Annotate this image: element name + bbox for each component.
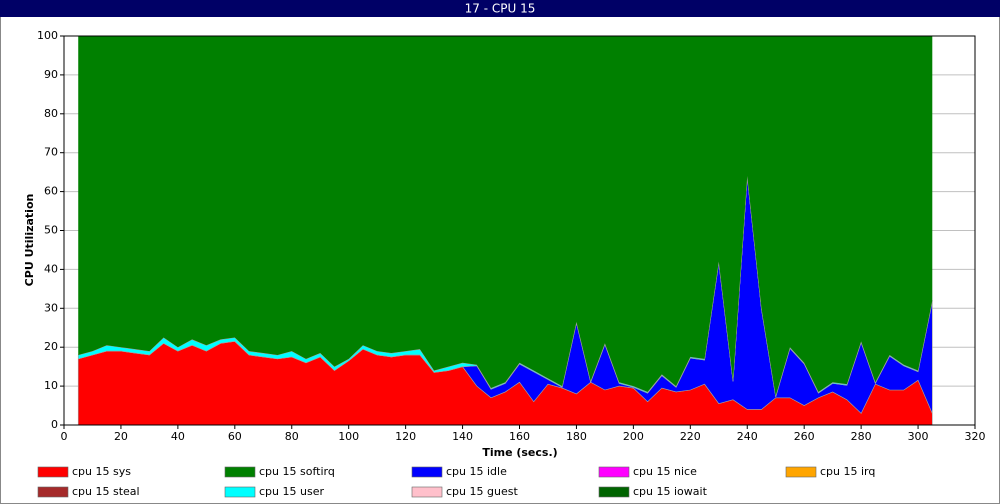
x-tick-label: 180 bbox=[566, 430, 587, 443]
title-bar bbox=[0, 0, 1000, 17]
legend-label: cpu 15 idle bbox=[446, 465, 507, 478]
x-tick-label: 260 bbox=[794, 430, 815, 443]
x-tick-label: 140 bbox=[452, 430, 473, 443]
y-tick-label: 30 bbox=[44, 301, 58, 314]
y-axis-label: CPU Utilization bbox=[23, 194, 36, 287]
legend-swatch bbox=[37, 466, 69, 478]
y-tick-label: 10 bbox=[44, 379, 58, 392]
y-tick-label: 80 bbox=[44, 107, 58, 120]
legend-label: cpu 15 iowait bbox=[633, 485, 708, 498]
x-tick-label: 160 bbox=[509, 430, 530, 443]
legend-swatch bbox=[598, 466, 630, 478]
y-tick-label: 20 bbox=[44, 340, 58, 353]
legend-label: cpu 15 nice bbox=[633, 465, 697, 478]
y-tick-label: 90 bbox=[44, 68, 58, 81]
x-tick-label: 60 bbox=[228, 430, 242, 443]
y-tick-label: 50 bbox=[44, 224, 58, 237]
x-tick-label: 300 bbox=[908, 430, 929, 443]
y-tick-label: 100 bbox=[37, 29, 58, 42]
legend-label: cpu 15 guest bbox=[446, 485, 518, 498]
legend-label: cpu 15 steal bbox=[72, 485, 140, 498]
legend-label: cpu 15 softirq bbox=[259, 465, 335, 478]
x-axis-label: Time (secs.) bbox=[482, 446, 557, 459]
x-tick-label: 240 bbox=[737, 430, 758, 443]
y-tick-label: 0 bbox=[51, 418, 58, 431]
legend-label: cpu 15 irq bbox=[820, 465, 875, 478]
x-tick-label: 40 bbox=[171, 430, 185, 443]
x-tick-label: 80 bbox=[285, 430, 299, 443]
x-tick-label: 100 bbox=[338, 430, 359, 443]
x-tick-label: 320 bbox=[965, 430, 986, 443]
chart-title: 17 - CPU 15 bbox=[465, 2, 536, 16]
x-tick-label: 0 bbox=[61, 430, 68, 443]
legend-swatch bbox=[224, 486, 256, 498]
x-tick-label: 220 bbox=[680, 430, 701, 443]
legend-swatch bbox=[785, 466, 817, 478]
legend-swatch bbox=[598, 486, 630, 498]
legend-swatch bbox=[224, 466, 256, 478]
legend-swatch bbox=[411, 486, 443, 498]
y-tick-label: 40 bbox=[44, 262, 58, 275]
y-tick-label: 60 bbox=[44, 185, 58, 198]
legend-swatch bbox=[411, 466, 443, 478]
x-tick-label: 20 bbox=[114, 430, 128, 443]
y-tick-label: 70 bbox=[44, 146, 58, 159]
x-tick-label: 280 bbox=[851, 430, 872, 443]
legend-label: cpu 15 user bbox=[259, 485, 324, 498]
legend-label: cpu 15 sys bbox=[72, 465, 131, 478]
area bbox=[78, 36, 933, 396]
x-tick-label: 200 bbox=[623, 430, 644, 443]
x-tick-label: 120 bbox=[395, 430, 416, 443]
legend-swatch bbox=[37, 486, 69, 498]
